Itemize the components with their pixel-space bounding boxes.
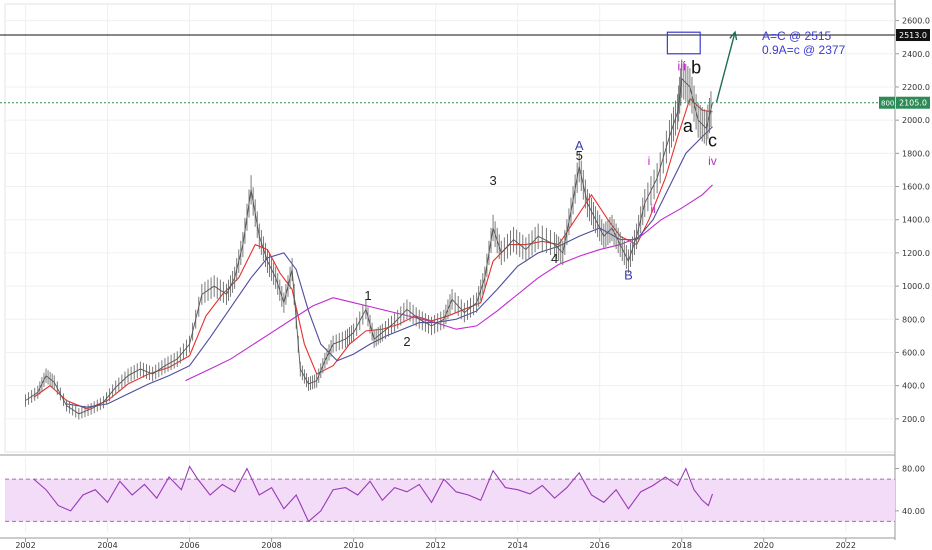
wave-label: 5 — [576, 148, 583, 163]
target-box — [666, 31, 701, 55]
target-text-1: A=C @ 2515 — [762, 29, 832, 43]
wave-label: B — [624, 267, 633, 282]
x-tick-label: 2002 — [15, 541, 35, 550]
x-tick-label: 2008 — [261, 541, 281, 550]
y-tick-label: 2000.0 — [902, 116, 930, 125]
y-tick-label: 1800.0 — [902, 149, 930, 158]
moving-average-line-2 — [66, 126, 713, 408]
x-tick-label: 2010 — [343, 541, 363, 550]
rsi-tick-label: 80.00 — [902, 465, 925, 474]
y-tick-label: 800.0 — [902, 315, 925, 324]
x-tick-label: 2020 — [754, 541, 774, 550]
main-pane-frame — [4, 3, 896, 453]
wave-label: 1 — [364, 288, 371, 303]
countdown-tag — [879, 96, 895, 109]
moving-average-line-1 — [33, 97, 713, 410]
y-tick-label: 1400.0 — [902, 216, 930, 225]
target-level-value: 2513.0 — [899, 31, 927, 40]
y-tick-label: 400.0 — [902, 382, 925, 391]
wave-label: i — [648, 154, 651, 168]
wave-label: b — [691, 58, 701, 78]
y-tick-label: 600.0 — [902, 348, 925, 357]
countdown-value: 8001 — [881, 100, 899, 108]
wave-label: 2 — [403, 334, 410, 349]
target-text-2: 0.9A=c @ 2377 — [762, 43, 846, 57]
target-arrow-head — [729, 30, 738, 41]
y-tick-label: 2400.0 — [902, 50, 930, 59]
x-tick-label: 2022 — [836, 541, 856, 550]
y-tick-label: 2600.0 — [902, 17, 930, 26]
current-price-value: 2105.0 — [899, 99, 927, 108]
moving-average-line-3 — [185, 184, 713, 382]
y-tick-label: 1000.0 — [902, 282, 930, 291]
series-layer — [25, 59, 713, 420]
y-tick-label: 1600.0 — [902, 183, 930, 192]
rsi-tick-label: 40.00 — [902, 507, 925, 516]
y-tick-label: 2200.0 — [902, 83, 930, 92]
wave-label: a — [683, 116, 694, 136]
x-axis: 2002 2004 2006 2008 2010 2012 2014 2016 2018 2020… — [15, 538, 856, 550]
y-tick-label: 200.0 — [902, 415, 925, 424]
x-tick-label: 2016 — [590, 541, 610, 550]
rsi-panel — [5, 465, 895, 523]
wave-label: 4 — [551, 251, 558, 266]
x-tick-label: 2014 — [507, 541, 527, 550]
target-level-tag — [896, 29, 930, 42]
x-tick-label: 2018 — [672, 541, 692, 550]
price-line — [25, 77, 713, 415]
wave-label: 3 — [489, 173, 496, 188]
wave-label: A — [575, 138, 584, 153]
x-tick-label: 2012 — [425, 541, 445, 550]
main-grid — [0, 0, 896, 540]
rsi-line — [33, 465, 714, 523]
x-tick-label: 2006 — [179, 541, 199, 550]
x-tick-label: 2004 — [97, 541, 117, 550]
current-price-tag — [896, 96, 930, 109]
wave-label: iii — [677, 58, 686, 73]
y-axis: 200.0 400.0 600.0 800.0 1000.0 1200.0 1400.0 16… — [895, 17, 930, 516]
target-arrow-line — [715, 32, 736, 103]
y-tick-label: 1200.0 — [902, 249, 930, 258]
wave-label: iv — [708, 154, 717, 168]
wave-label: c — [708, 131, 717, 151]
wave-label: ii — [650, 202, 655, 216]
